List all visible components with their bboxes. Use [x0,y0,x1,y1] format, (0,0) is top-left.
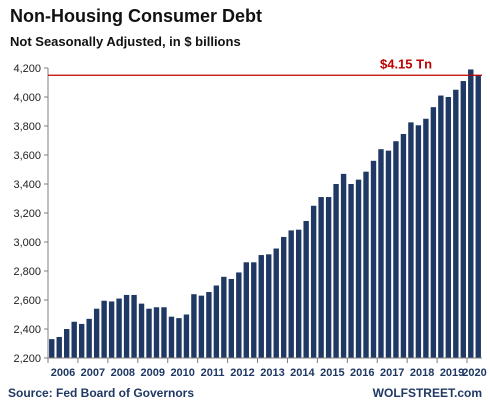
bar [116,298,122,358]
bar [64,329,70,358]
bar [243,262,249,358]
bar [453,89,459,358]
x-axis: 2006 2007 2008 2009 2010 2011 2012 2013 2014 2015… [47,357,487,379]
bar [408,122,414,359]
y-tick-label: 2,400 [13,324,41,336]
x-tick-label: 2010 [170,367,194,379]
bar [56,336,62,358]
y-tick-label: 3,200 [13,208,41,220]
chart-title: Non-Housing Consumer Debt [10,6,262,26]
bar [303,220,309,358]
y-tick-label: 3,600 [13,150,41,162]
bar [236,272,242,358]
reference-line-group: $4.15 Tn [48,56,482,76]
bar [355,179,362,358]
x-tick-label: 2006 [51,367,75,379]
bar [281,236,287,358]
bar [393,141,399,358]
bar [206,292,212,358]
x-tick-label: 2009 [141,367,165,379]
bars-group [49,69,481,359]
brand-label: WOLFSTREET.com [372,386,482,400]
y-tick-label: 3,400 [13,179,41,191]
y-tick-label: 3,000 [13,237,41,249]
bar [423,118,429,358]
bar [71,321,77,358]
bar [49,339,55,358]
x-tick-label: 2017 [380,367,404,379]
bar [191,294,197,358]
bar [400,133,407,358]
y-axis: 2,200 2,400 2,600 2,800 3,000 3,200 3,400 3,600… [13,63,49,365]
bar [460,81,466,359]
bar [168,316,175,358]
x-tick-label: 2012 [230,367,254,379]
bar [146,308,152,358]
bar [363,171,369,358]
bar [86,318,92,358]
bar [385,150,392,358]
x-tick-label: 2020 [462,367,486,379]
bar [415,125,422,358]
x-tick-label: 2011 [201,367,225,379]
bar [108,301,115,358]
y-tick-label: 2,200 [13,353,41,365]
x-tick-label: 2019 [440,367,464,379]
reference-line-label: $4.15 Tn [380,56,432,71]
bar [93,308,100,358]
y-tick-label: 3,800 [13,121,41,133]
bar [266,254,272,358]
bar [438,95,444,359]
bar [468,69,474,358]
y-tick-label: 2,800 [13,266,41,278]
y-tick-label: 2,600 [13,295,41,307]
bar [251,262,257,358]
source-note: Source: Fed Board of Governors [8,386,195,400]
bar [445,97,452,358]
x-tick-label: 2008 [111,367,135,379]
bar [78,323,85,358]
bar [288,230,294,358]
y-tick-label: 4,200 [13,63,41,75]
bar [161,307,167,358]
bar [228,278,235,358]
x-tick-label: 2013 [260,367,284,379]
bar [138,303,145,359]
bar [325,197,332,358]
bar [131,294,137,358]
bar [123,294,130,358]
bar [370,160,377,358]
bar [273,248,279,358]
bar [153,307,160,358]
bar [183,314,190,358]
bar [101,300,107,358]
bar [475,75,481,358]
bar [213,285,220,358]
bar [340,173,347,358]
bar [221,276,227,358]
x-tick-label: 2014 [290,367,315,379]
bar [310,205,317,358]
bar [333,184,339,358]
y-tick-label: 4,000 [13,92,41,104]
bar [348,184,354,358]
chart-subtitle: Not Seasonally Adjusted, in $ billions [10,34,241,49]
bar [378,149,384,358]
bar [295,229,302,358]
x-tick-label: 2018 [410,367,434,379]
bar [258,255,264,358]
x-tick-label: 2016 [350,367,374,379]
bar [198,295,205,358]
x-tick-label: 2007 [81,367,105,379]
bar [318,197,324,358]
x-tick-label: 2015 [320,367,344,379]
bar [176,318,182,359]
bar [430,107,437,359]
